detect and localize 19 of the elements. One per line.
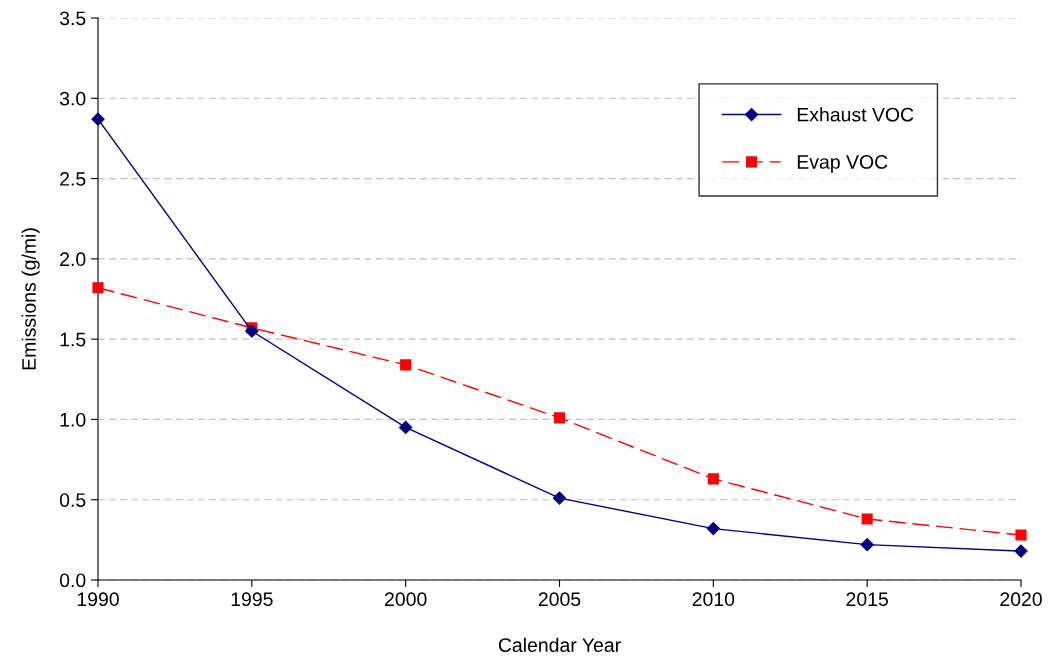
x-tick-label: 2010 xyxy=(692,592,735,607)
y-tick-label: 0.0 xyxy=(59,573,86,588)
y-tick-label: 1.5 xyxy=(60,332,86,347)
y-tick-label: 1.0 xyxy=(60,412,86,427)
y-tick-label: 3.5 xyxy=(59,11,86,26)
y-tick-label: 0.5 xyxy=(59,493,86,507)
x-tick-label: 2000 xyxy=(385,592,427,607)
x-tick-label: 1995 xyxy=(231,592,273,607)
x-tick-label: 2005 xyxy=(538,592,581,607)
y-axis-title: Emissions (g/mi) xyxy=(21,228,40,370)
y-tick-label: 3.0 xyxy=(59,91,86,106)
x-tick-label: 1990 xyxy=(77,592,119,607)
x-tick-label: 2020 xyxy=(1000,592,1042,607)
y-tick-label: 2.0 xyxy=(60,252,86,267)
x-axis-title: Calendar Year xyxy=(498,637,621,652)
x-tick-label: 2015 xyxy=(846,592,888,607)
legend-label: Evap VOC xyxy=(797,155,888,173)
legend-label: Exhaust VOC xyxy=(797,107,914,122)
y-tick-label: 2.5 xyxy=(60,172,86,186)
